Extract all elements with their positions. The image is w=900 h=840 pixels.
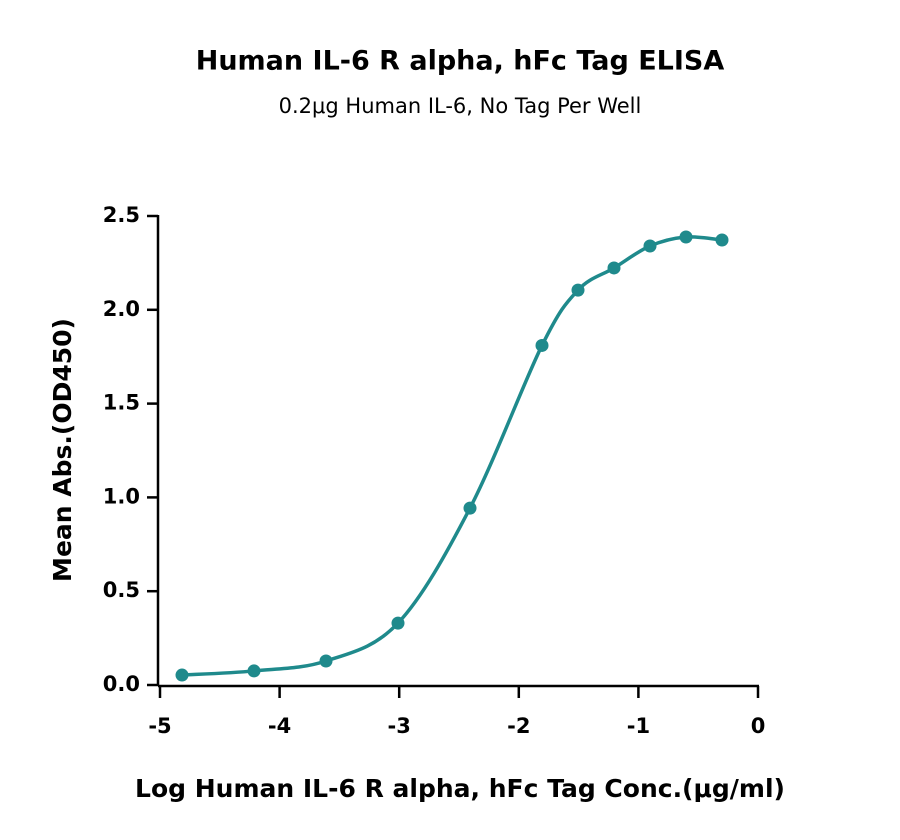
data-point: [247, 664, 261, 678]
y-tick-label: 1.0: [103, 484, 140, 508]
data-point: [535, 338, 549, 352]
x-tick-label: -4: [268, 714, 291, 738]
x-tick-label: -1: [627, 714, 650, 738]
y-axis-label: Mean Abs.(OD450): [48, 318, 77, 582]
data-point: [715, 233, 729, 247]
data-point: [175, 668, 189, 682]
chart-subtitle: 0.2μg Human IL-6, No Tag Per Well: [279, 94, 642, 118]
data-point: [463, 501, 477, 515]
data-point: [643, 239, 657, 253]
chart-title: Human IL-6 R alpha, hFc Tag ELISA: [196, 46, 725, 77]
x-axis-label: Log Human IL-6 R alpha, hFc Tag Conc.(μg…: [135, 774, 785, 803]
data-point: [319, 654, 333, 668]
x-tick-label: -5: [148, 714, 171, 738]
data-point: [571, 283, 585, 297]
data-point: [679, 230, 693, 244]
y-tick-label: 2.0: [103, 297, 140, 321]
x-tick-label: -2: [507, 714, 530, 738]
y-tick-label: 0.0: [103, 672, 140, 696]
fit-curve: [181, 235, 723, 677]
y-tick-label: 1.5: [103, 391, 140, 415]
y-tick-label: 2.5: [103, 203, 140, 227]
y-tick-label: 0.5: [103, 578, 140, 602]
x-tick-label: 0: [751, 714, 766, 738]
data-point: [391, 616, 405, 630]
x-tick-label: -3: [388, 714, 411, 738]
data-point: [607, 261, 621, 275]
